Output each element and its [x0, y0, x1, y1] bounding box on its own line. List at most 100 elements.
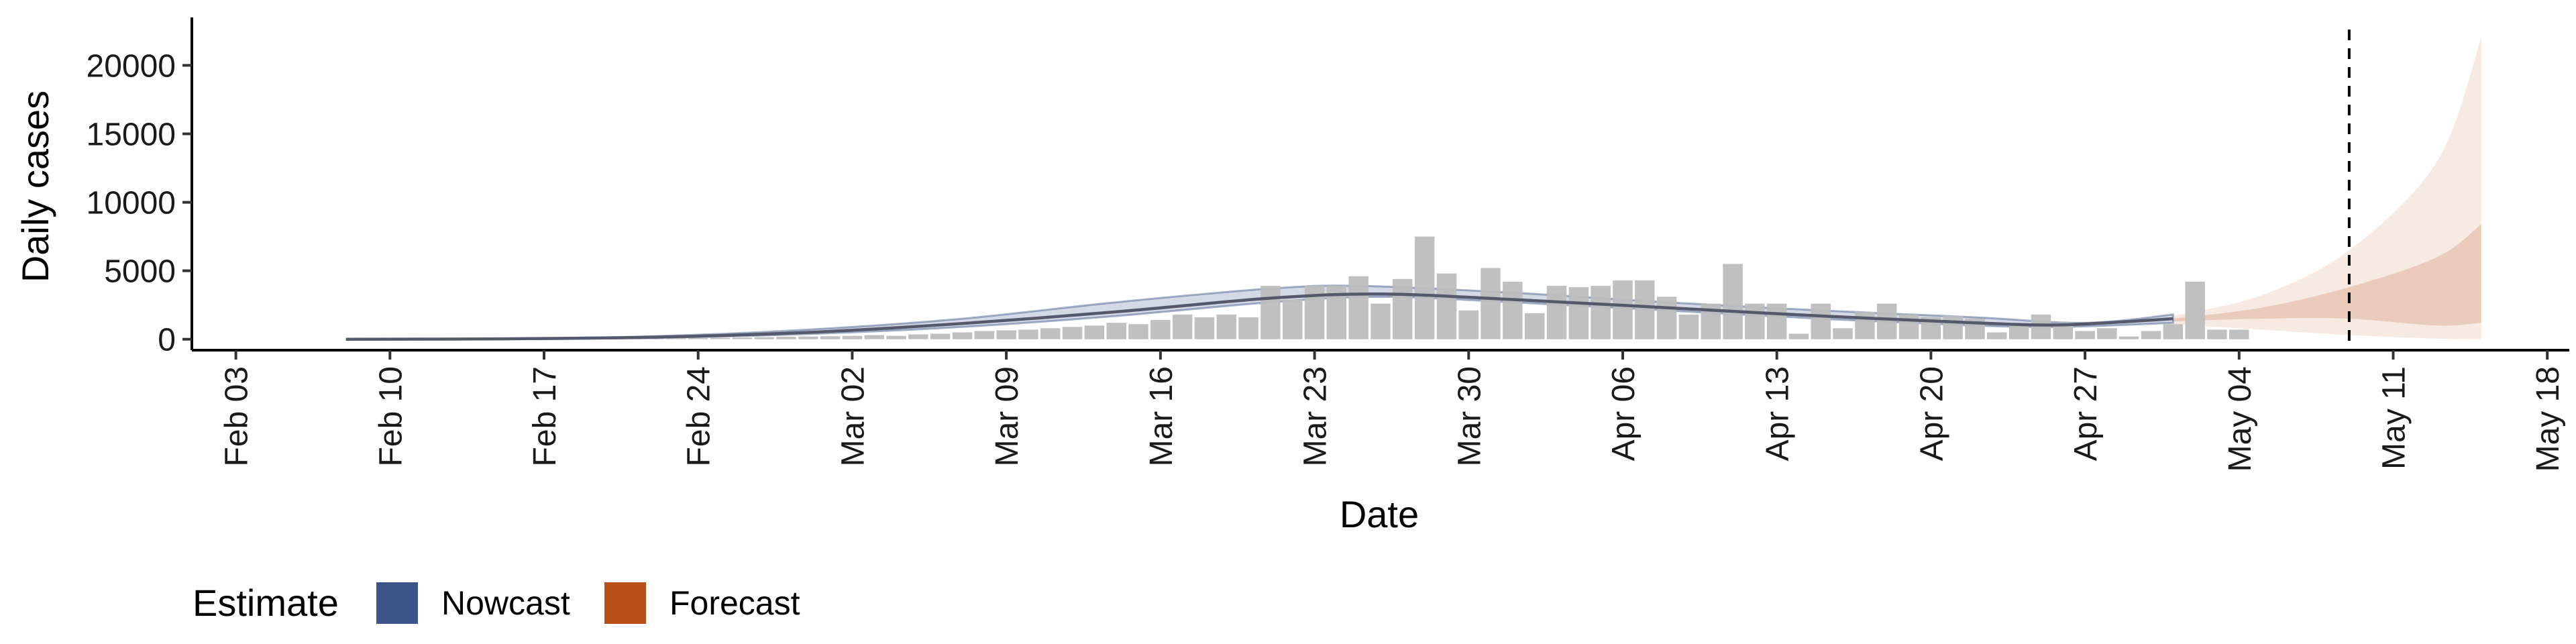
observed-cases-bar: [1811, 303, 1831, 339]
observed-cases-bar: [1568, 287, 1589, 339]
observed-cases-bar: [842, 335, 863, 339]
legend-title: Estimate: [193, 582, 339, 624]
x-tick-label: May 11: [2377, 366, 2412, 470]
observed-cases-bar: [688, 338, 708, 339]
observed-cases-bar: [1216, 314, 1236, 339]
y-axis-title: Daily cases: [14, 91, 56, 282]
observed-cases-bar: [1084, 325, 1105, 339]
x-tick-label: Mar 16: [1144, 366, 1179, 466]
y-tick-label: 0: [158, 323, 176, 358]
observed-cases-bar: [1393, 278, 1413, 339]
observed-cases-bar: [1943, 316, 1963, 339]
x-tick-label: Apr 27: [2068, 366, 2104, 461]
observed-cases-bar: [1414, 236, 1435, 339]
observed-cases-bar: [1503, 281, 1523, 339]
x-tick-label: Mar 09: [989, 366, 1025, 466]
x-tick-label: May 18: [2530, 366, 2566, 472]
observed-cases-bar: [1018, 329, 1038, 339]
y-tick-label: 10000: [87, 186, 176, 221]
observed-cases-bar: [952, 332, 973, 339]
observed-cases-bar: [1833, 328, 1853, 339]
observed-cases-bar: [886, 335, 906, 339]
legend: Estimate Nowcast Forecast: [193, 582, 800, 624]
axes-layer: 0 5000 10000 15000 20000 Feb 03 Feb 10 Feb 17 Fe…: [87, 17, 2569, 472]
observed-cases-bar: [1546, 286, 1567, 339]
nowcast-median-line: [345, 292, 2174, 341]
observed-cases-bar: [666, 338, 686, 339]
observed-cases-bar: [776, 337, 796, 339]
observed-cases-bar: [1458, 310, 1479, 339]
x-axis-title: Date: [1340, 493, 1419, 535]
observed-cases-bar: [908, 334, 928, 339]
observed-cases-bar: [1150, 320, 1171, 339]
observed-cases-bar: [1238, 317, 1258, 339]
observed-cases-bar: [930, 333, 951, 339]
observed-cases-bar: [798, 336, 818, 339]
observed-cases-bar: [1591, 286, 1611, 339]
forecast-inner-band: [2173, 224, 2481, 326]
bands-layer: [345, 38, 2481, 341]
observed-cases-bar: [1877, 303, 1897, 339]
observed-cases-bar: [2075, 331, 2095, 339]
observed-cases-bar: [732, 337, 753, 339]
observed-cases-bar: [1040, 328, 1061, 339]
legend-swatch-nowcast: [376, 582, 418, 624]
nowcast-band: [345, 284, 2174, 341]
observed-cases-bar: [864, 335, 884, 339]
observed-cases-bar: [1745, 303, 1765, 339]
observed-cases-bar: [974, 331, 995, 339]
observed-cases-bar: [2229, 329, 2249, 339]
observed-cases-bar: [1635, 280, 1655, 339]
observed-cases-bar: [1656, 297, 1677, 339]
observed-cases-bar: [820, 336, 841, 339]
x-tick-label: Apr 20: [1914, 366, 1949, 461]
observed-cases-bar: [2163, 324, 2184, 339]
observed-cases-bar: [2031, 314, 2051, 339]
observed-cases-bar: [1436, 273, 1457, 339]
x-tick-label: Apr 06: [1606, 366, 1642, 461]
observed-cases-bar: [2141, 331, 2161, 339]
observed-cases-bar: [1348, 276, 1368, 339]
observed-cases-bar: [1855, 311, 1875, 339]
legend-label-forecast: Forecast: [669, 584, 800, 622]
observed-cases-bar: [1172, 314, 1193, 339]
observed-cases-bar: [710, 337, 731, 339]
observed-cases-bar: [1106, 323, 1126, 339]
x-tick-label: Mar 23: [1298, 366, 1334, 466]
observed-cases-bar: [754, 337, 774, 339]
observed-cases-bar: [1766, 303, 1787, 339]
legend-swatch-forecast: [604, 582, 646, 624]
observed-cases-bar: [996, 330, 1016, 339]
bars-layer: [490, 236, 2249, 339]
observed-cases-bar: [1260, 286, 1281, 339]
observed-cases-bar: [1283, 299, 1303, 339]
observed-cases-bar: [1128, 324, 1148, 339]
x-tick-label: Feb 10: [373, 366, 409, 466]
observed-cases-bar: [1613, 280, 1633, 339]
x-tick-label: Feb 03: [219, 366, 255, 466]
observed-cases-bar: [1524, 313, 1545, 339]
x-tick-label: Mar 02: [835, 366, 871, 466]
y-tick-label: 5000: [104, 254, 176, 290]
lines-layer: [345, 30, 2351, 350]
observed-cases-bar: [1481, 268, 1501, 339]
observed-cases-bar: [2097, 328, 2117, 339]
x-tick-label: Apr 13: [1760, 366, 1796, 461]
x-tick-label: Feb 24: [682, 366, 717, 466]
observed-cases-bar: [1062, 327, 1083, 339]
y-tick-label: 15000: [87, 117, 176, 153]
y-tick-label: 20000: [87, 48, 176, 84]
observed-cases-bar: [1723, 264, 1743, 339]
observed-cases-bar: [1788, 333, 1809, 339]
observed-cases-bar: [1678, 314, 1699, 339]
observed-cases-bar: [1194, 317, 1215, 339]
observed-cases-bar: [2118, 336, 2139, 339]
x-tick-label: Feb 17: [527, 366, 563, 466]
x-tick-label: Mar 30: [1452, 366, 1487, 466]
forecast-outer-band: [2173, 38, 2481, 339]
x-tick-label: May 04: [2222, 366, 2258, 472]
observed-cases-bar: [2185, 281, 2205, 339]
legend-label-nowcast: Nowcast: [441, 584, 570, 622]
observed-cases-bar: [1987, 332, 2007, 339]
